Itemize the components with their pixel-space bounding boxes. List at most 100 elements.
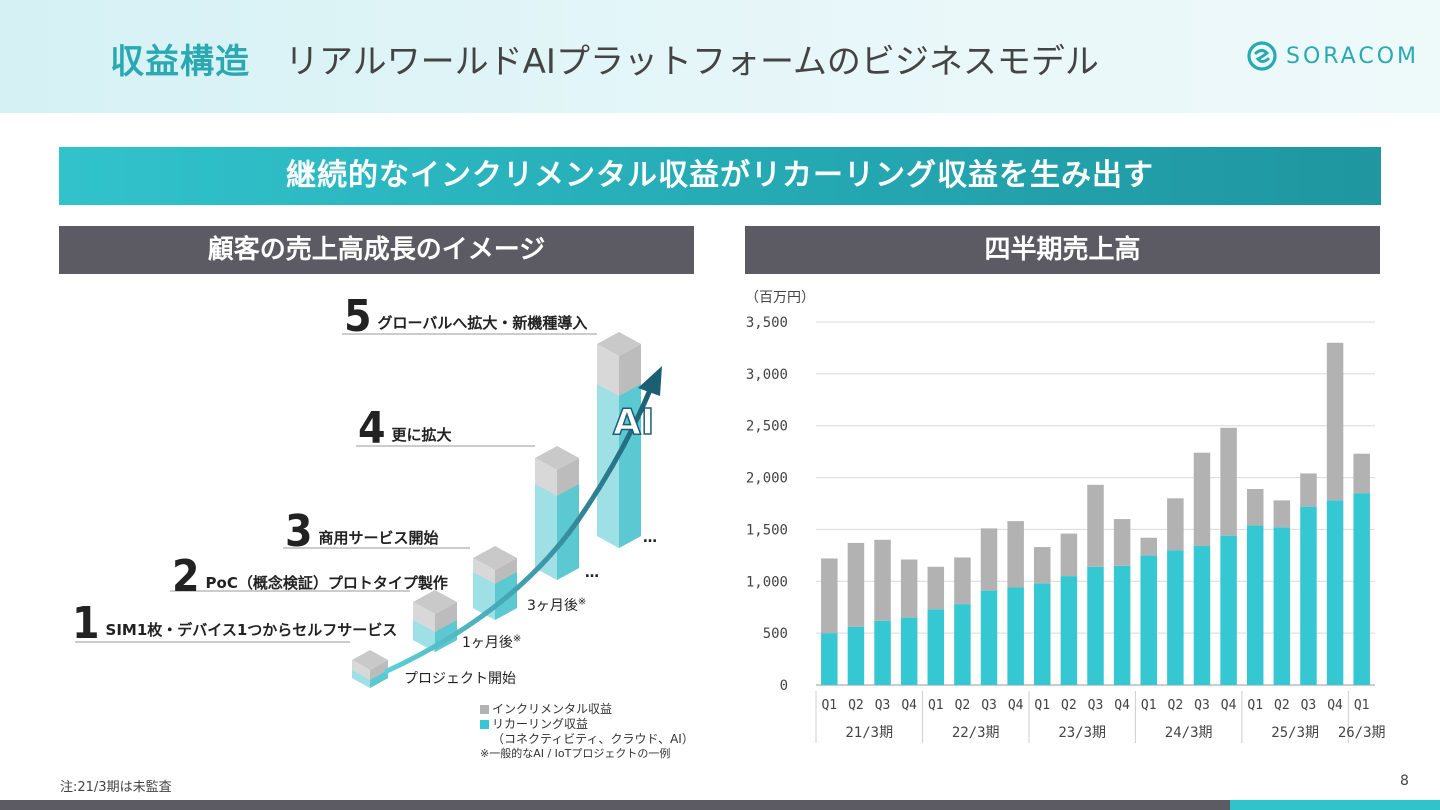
three-month-mark: ※ (577, 596, 587, 608)
page-number: 8 (1400, 773, 1409, 789)
bar-incremental (1353, 453, 1370, 494)
bar-incremental (1007, 521, 1024, 588)
legend-recurring: リカーリング収益 (480, 717, 694, 732)
bar-recurring (1246, 525, 1264, 685)
y-tick-label: 500 (763, 626, 788, 642)
x-tick-label: Q4 (1114, 698, 1130, 713)
stage-4-number: 4 (358, 403, 386, 454)
bar-recurring (821, 633, 838, 685)
bar-incremental (1220, 427, 1237, 536)
stage-1-number: 1 (72, 598, 100, 649)
page-subtitle: リアルワールドAIプラットフォームのビジネスモデル (285, 42, 1099, 82)
x-tick-label: Q1 (1141, 698, 1157, 713)
one-month-label: 1ヶ月後※ (462, 632, 521, 652)
left-section-title: 顧客の売上高成長のイメージ (59, 226, 694, 274)
footer-note: 注:21/3期は未監査 (60, 780, 172, 795)
x-tick-label: Q4 (1008, 698, 1024, 713)
period-label: 23/3期 (1058, 725, 1106, 741)
bar-recurring (874, 620, 891, 685)
bar-recurring (1353, 493, 1370, 685)
quarterly-revenue-chart: 0 500 1,000 1,500 2,000 2,500 3,000 3,500 Q1 Q2 Q3… (746, 315, 1386, 743)
period-label: 22/3期 (952, 725, 1000, 741)
period-label: 26/3期 (1338, 725, 1386, 741)
bar-recurring (847, 626, 865, 685)
y-tick-label: 2,000 (746, 471, 788, 487)
bar-incremental (980, 528, 998, 591)
x-tick-label: Q2 (848, 698, 864, 713)
soracom-logo: SORACOM (1246, 40, 1419, 72)
period-label: 24/3期 (1165, 725, 1213, 741)
bar-recurring (927, 609, 945, 685)
project-start-label: プロジェクト開始 (404, 671, 516, 687)
growth-arrow (383, 389, 653, 675)
x-tick-label: Q3 (1088, 698, 1104, 713)
x-tick-label: Q2 (1274, 698, 1290, 713)
bar-incremental (1060, 533, 1078, 577)
bar-recurring (1326, 500, 1344, 685)
stage-3-number: 3 (285, 506, 313, 557)
bar-recurring (1220, 535, 1237, 685)
three-month-label: 3ヶ月後※ (527, 595, 586, 615)
stage-4-label: 更に拡大 (391, 426, 452, 444)
key-message-banner: 継続的なインクリメンタル収益がリカーリング収益を生み出す (59, 147, 1381, 205)
bar-recurring (954, 604, 971, 685)
bar-incremental (847, 542, 865, 627)
x-tick-label: Q2 (955, 698, 971, 713)
legend-recurring-swatch (480, 720, 489, 729)
three-month-text: 3ヶ月後 (527, 598, 578, 614)
ellipsis-2: … (643, 530, 657, 546)
growth-block-1 (352, 650, 388, 688)
bar-recurring (1300, 506, 1317, 685)
illustration-note: ※一般的なAI / IoTプロジェクトの一例 (480, 747, 671, 760)
x-tick-label: Q2 (1168, 698, 1184, 713)
bar-recurring (1193, 546, 1211, 685)
illustration-legend: インクリメンタル収益 リカーリング収益 （コネクティビティ、クラウド、AI） (480, 702, 694, 747)
growth-illustration (75, 332, 662, 688)
growth-block-3 (473, 546, 517, 620)
period-label: 25/3期 (1271, 725, 1319, 741)
bar-recurring (1034, 583, 1051, 685)
bar-incremental (927, 566, 945, 610)
logo-text: SORACOM (1286, 43, 1419, 69)
x-tick-label: Q1 (1354, 698, 1370, 713)
bottom-accent (1230, 800, 1440, 810)
period-label: 21/3期 (845, 725, 893, 741)
growth-block-2 (413, 590, 457, 652)
stage-2-label: PoC（概念検証）プロトタイプ製作 (205, 574, 448, 592)
y-tick-label: 3,500 (746, 315, 788, 331)
bar-incremental (821, 558, 838, 634)
legend-incremental-label: インクリメンタル収益 (492, 702, 613, 716)
stage-2-number: 2 (172, 551, 200, 602)
bar-incremental (954, 557, 971, 605)
x-tick-label: Q1 (928, 698, 944, 713)
x-tick-label: Q4 (1327, 698, 1343, 713)
x-tick-label: Q4 (901, 698, 917, 713)
bar-incremental (1113, 519, 1131, 566)
growth-block-4 (535, 446, 579, 580)
y-tick-label: 2,500 (746, 419, 788, 435)
x-tick-label: Q3 (981, 698, 997, 713)
y-tick-label: 1,000 (746, 574, 788, 590)
bar-incremental (1326, 342, 1344, 501)
one-month-text: 1ヶ月後 (462, 635, 513, 651)
x-tick-label: Q3 (1301, 698, 1317, 713)
y-tick-label: 1,500 (746, 522, 788, 538)
bar-recurring (1140, 555, 1157, 685)
stage-3: 3 商用サービス開始 (285, 506, 439, 557)
x-tick-label: Q1 (1034, 698, 1050, 713)
bar-recurring (1060, 576, 1078, 685)
y-tick-label: 3,000 (746, 367, 788, 383)
bar-recurring (1007, 587, 1024, 685)
bar-incremental (1167, 498, 1184, 551)
x-tick-label: Q3 (875, 698, 891, 713)
stage-5: 5 グローバルへ拡大・新機種導入 (344, 291, 587, 342)
right-section-title: 四半期売上高 (745, 226, 1380, 274)
stage-5-number: 5 (344, 291, 372, 342)
growth-block-5 (597, 332, 641, 548)
bar-incremental (1246, 488, 1264, 526)
x-tick-label: Q3 (1194, 698, 1210, 713)
legend-recurring-note: （コネクティビティ、クラウド、AI） (492, 732, 694, 746)
bar-recurring (900, 617, 918, 685)
legend-incremental: インクリメンタル収益 (480, 702, 694, 717)
ai-label: AI (612, 401, 655, 444)
